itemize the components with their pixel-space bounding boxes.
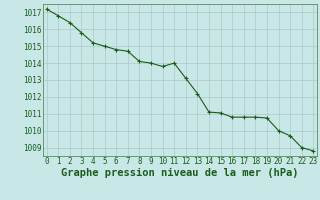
X-axis label: Graphe pression niveau de la mer (hPa): Graphe pression niveau de la mer (hPa) [61,168,299,178]
